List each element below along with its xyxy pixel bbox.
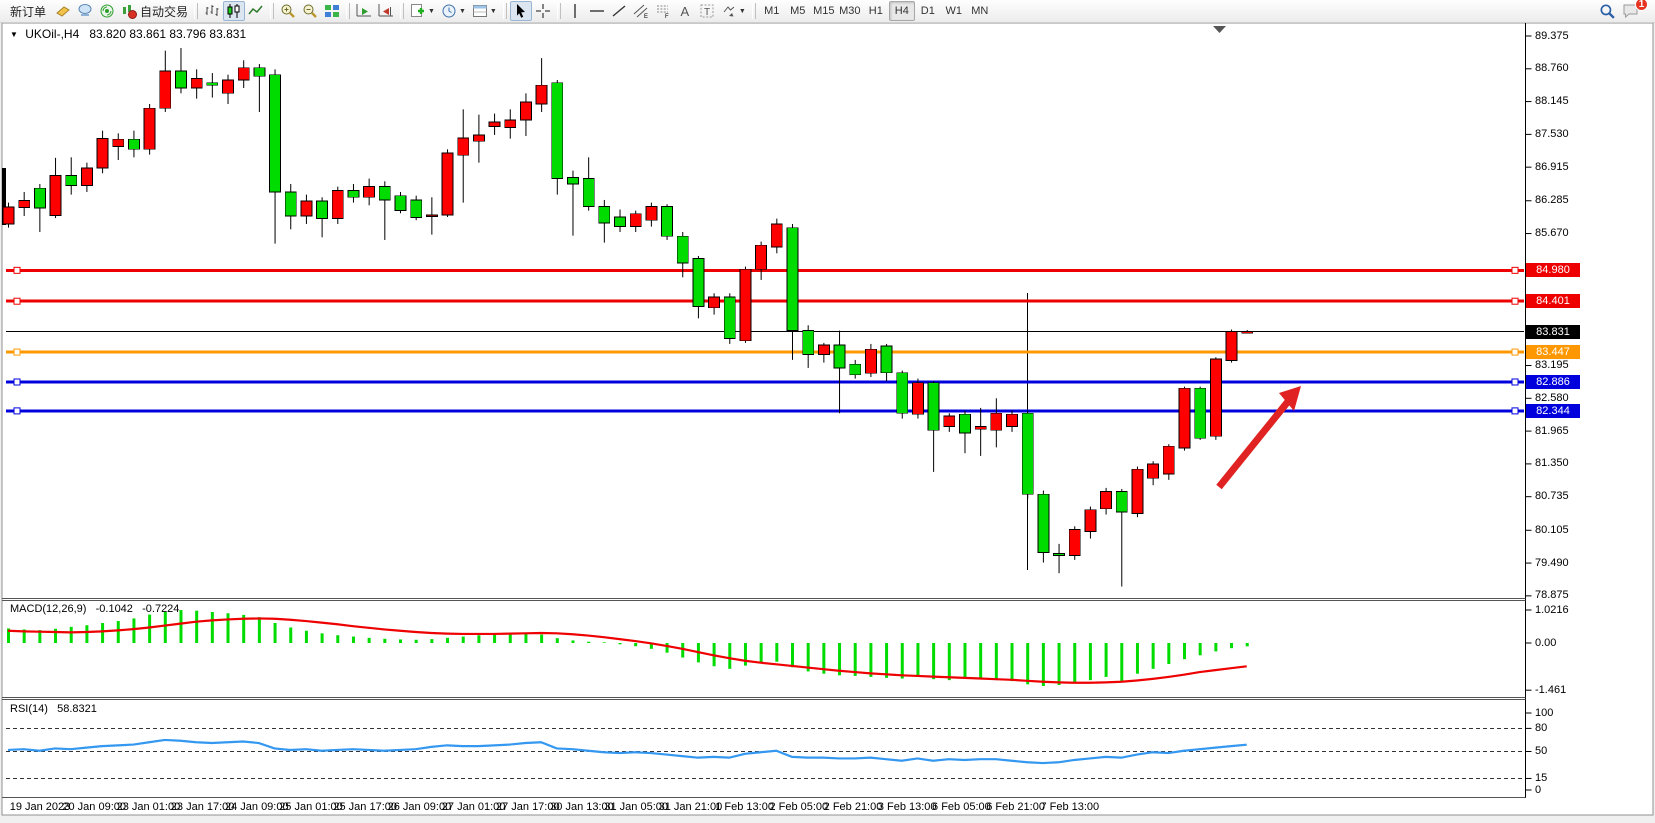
candlestick-chart-icon[interactable] [223, 1, 246, 21]
zoom-out-icon[interactable] [299, 1, 321, 21]
chart-symbol-period: UKOil-,H4 [25, 27, 80, 41]
svg-text:F: F [665, 14, 669, 19]
market-watch-icon[interactable] [74, 1, 96, 21]
chevron-down-icon: ▼ [489, 7, 497, 15]
chevron-down-icon: ▼ [428, 7, 435, 15]
text-tool[interactable]: A [680, 3, 690, 19]
macd-main-value: -0.1042 [95, 603, 133, 615]
crosshair-tool[interactable] [532, 1, 554, 21]
auto-trading-icon [121, 3, 138, 19]
chevron-down-icon: ▼ [458, 7, 466, 15]
horizontal-line-tool[interactable] [586, 1, 608, 21]
new-chart-button[interactable]: ▼ [407, 1, 438, 21]
timeframe-m15[interactable]: M15 [813, 5, 835, 17]
timeframe-m5[interactable]: M5 [790, 5, 806, 17]
chart-shift-icon[interactable] [375, 1, 397, 21]
notifications-chat-icon[interactable]: 1 [1619, 0, 1648, 21]
open-order-icon[interactable] [52, 1, 74, 21]
toolbar: 新订单 自动交易 ▼ ▼ [0, 0, 1655, 23]
fibonacci-tool[interactable]: F [652, 1, 674, 21]
svg-text:E: E [644, 14, 648, 19]
vertical-line-tool[interactable] [564, 1, 586, 21]
timeframe-h4[interactable]: H4 [888, 1, 915, 21]
tile-windows-icon[interactable] [321, 1, 343, 21]
notification-badge: 1 [1635, 0, 1648, 11]
bar-chart-icon[interactable] [201, 1, 223, 21]
timeframe-mn[interactable]: MN [971, 5, 989, 17]
equidistant-channel-tool[interactable]: E [630, 1, 652, 21]
search-icon[interactable] [1596, 1, 1619, 21]
timeframe-d1[interactable]: D1 [920, 5, 935, 17]
chevron-down-icon: ▼ [738, 7, 746, 15]
timeframe-group: M1 M5 M15 M30 H1 H4 D1 W1 MN [759, 1, 993, 21]
svg-text:T: T [704, 7, 710, 18]
timeframe-m1[interactable]: M1 [764, 5, 780, 17]
rsi-label: RSI(14) 58.8321 [10, 703, 97, 715]
cursor-tool[interactable] [509, 1, 532, 21]
text-label-tool[interactable]: T [696, 1, 718, 21]
auto-trading-label: 自动交易 [140, 4, 189, 19]
timeframe-m30[interactable]: M30 [839, 5, 861, 17]
arrows-tool[interactable]: ▼ [718, 1, 749, 21]
templates-button[interactable]: ▼ [469, 1, 500, 21]
zoom-in-icon[interactable] [277, 1, 299, 21]
signals-icon[interactable] [96, 1, 118, 21]
rsi-value: 58.8321 [57, 703, 97, 715]
line-chart-icon[interactable] [245, 1, 267, 21]
auto-scroll-icon[interactable] [353, 1, 375, 21]
macd-signal-value: -0.7224 [142, 603, 180, 615]
timeframe-w1[interactable]: W1 [945, 5, 963, 17]
auto-trading-button[interactable]: 自动交易 [118, 1, 191, 21]
collapse-triangle-icon[interactable]: ▼ [10, 30, 18, 39]
timeframe-h1[interactable]: H1 [868, 5, 883, 17]
chart-ohlc-values: 83.820 83.861 83.796 83.831 [89, 27, 247, 41]
trendline-tool[interactable] [608, 1, 630, 21]
macd-label: MACD(12,26,9) -0.1042 -0.7224 [10, 603, 180, 615]
new-order-button[interactable]: 新订单 [4, 1, 52, 21]
chart-title: ▼ UKOil-,H4 83.820 83.861 83.796 83.831 [10, 27, 246, 41]
period-clock-button[interactable]: ▼ [438, 1, 469, 21]
